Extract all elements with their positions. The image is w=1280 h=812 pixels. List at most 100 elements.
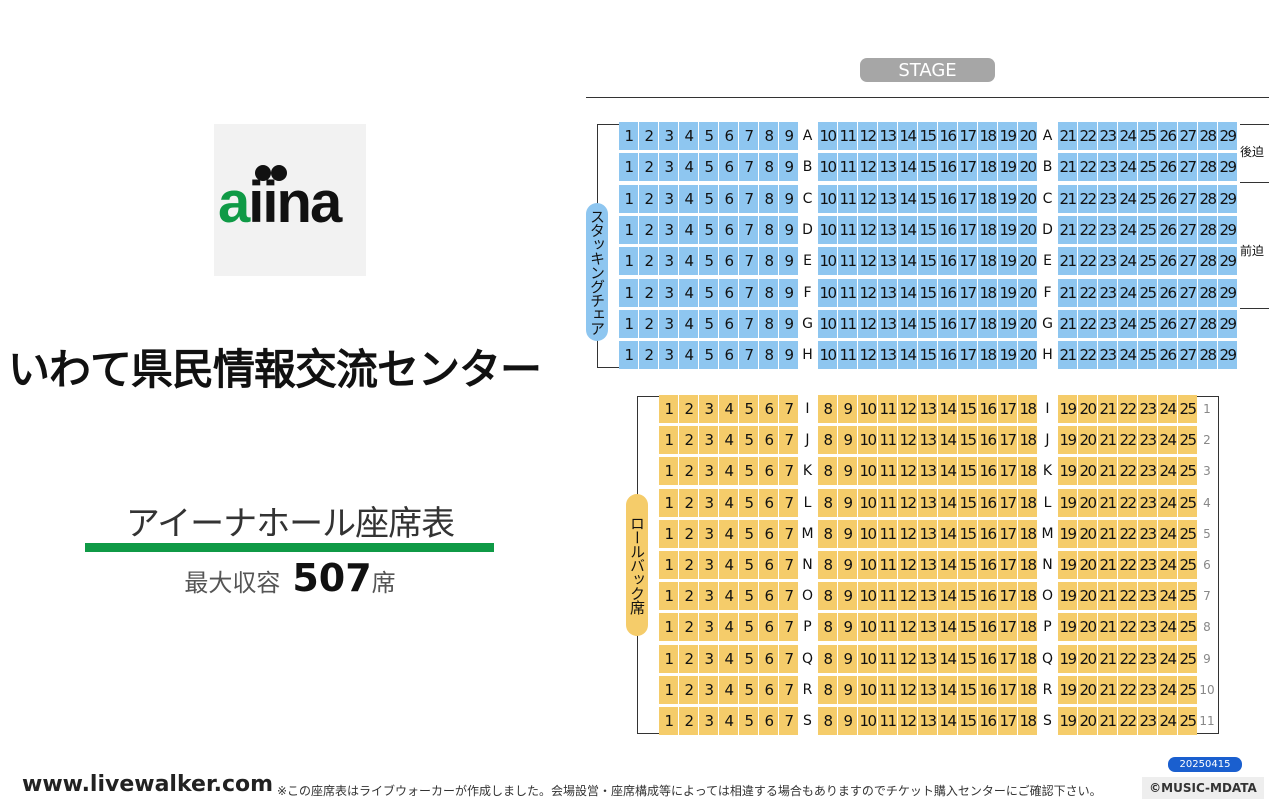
seat[interactable]: 6: [719, 185, 738, 213]
seat[interactable]: 4: [679, 216, 698, 244]
seat[interactable]: 5: [699, 341, 718, 369]
seat[interactable]: 4: [719, 645, 738, 673]
seat[interactable]: 17: [998, 520, 1017, 548]
seat[interactable]: 4: [719, 551, 738, 579]
seat[interactable]: 8: [818, 457, 837, 485]
seat[interactable]: 27: [1178, 216, 1197, 244]
seat[interactable]: 16: [978, 645, 997, 673]
seat[interactable]: 17: [998, 676, 1017, 704]
seat[interactable]: 5: [699, 216, 718, 244]
seat[interactable]: 24: [1158, 707, 1177, 735]
seat[interactable]: 8: [818, 426, 837, 454]
seat[interactable]: 17: [958, 122, 977, 150]
seat[interactable]: 9: [838, 457, 857, 485]
seat[interactable]: 19: [1058, 551, 1077, 579]
seat[interactable]: 21: [1058, 153, 1077, 181]
seat[interactable]: 18: [1018, 676, 1037, 704]
seat[interactable]: 18: [978, 247, 997, 275]
seat[interactable]: 28: [1198, 247, 1217, 275]
seat[interactable]: 25: [1138, 185, 1157, 213]
seat[interactable]: 12: [898, 613, 917, 641]
seat[interactable]: 22: [1078, 310, 1097, 338]
seat[interactable]: 3: [659, 279, 678, 307]
seat[interactable]: 20: [1018, 341, 1037, 369]
seat[interactable]: 20: [1078, 613, 1097, 641]
seat[interactable]: 12: [858, 310, 877, 338]
seat[interactable]: 22: [1078, 216, 1097, 244]
seat[interactable]: 10: [858, 613, 877, 641]
seat[interactable]: 21: [1058, 341, 1077, 369]
seat[interactable]: 18: [978, 153, 997, 181]
seat[interactable]: 25: [1138, 122, 1157, 150]
seat[interactable]: 17: [998, 395, 1017, 423]
seat[interactable]: 9: [838, 645, 857, 673]
seat[interactable]: 21: [1098, 676, 1117, 704]
seat[interactable]: 6: [759, 551, 778, 579]
seat[interactable]: 2: [639, 247, 658, 275]
seat[interactable]: 19: [1058, 457, 1077, 485]
seat[interactable]: 12: [898, 645, 917, 673]
seat[interactable]: 7: [739, 341, 758, 369]
seat[interactable]: 24: [1118, 279, 1137, 307]
seat[interactable]: 20: [1018, 153, 1037, 181]
seat[interactable]: 6: [719, 279, 738, 307]
seat[interactable]: 2: [639, 153, 658, 181]
seat[interactable]: 21: [1098, 457, 1117, 485]
seat[interactable]: 17: [958, 185, 977, 213]
seat[interactable]: 2: [639, 216, 658, 244]
seat[interactable]: 24: [1118, 122, 1137, 150]
seat[interactable]: 3: [659, 310, 678, 338]
seat[interactable]: 8: [759, 216, 778, 244]
seat[interactable]: 24: [1158, 613, 1177, 641]
seat[interactable]: 28: [1198, 122, 1217, 150]
seat[interactable]: 22: [1118, 426, 1137, 454]
seat[interactable]: 10: [858, 489, 877, 517]
seat[interactable]: 24: [1118, 247, 1137, 275]
seat[interactable]: 13: [878, 279, 897, 307]
seat[interactable]: 17: [958, 153, 977, 181]
seat[interactable]: 19: [998, 310, 1017, 338]
seat[interactable]: 2: [679, 551, 698, 579]
seat[interactable]: 16: [978, 489, 997, 517]
seat[interactable]: 21: [1058, 279, 1077, 307]
seat[interactable]: 15: [918, 279, 937, 307]
seat[interactable]: 20: [1078, 676, 1097, 704]
seat[interactable]: 19: [1058, 426, 1077, 454]
seat[interactable]: 9: [779, 185, 798, 213]
seat[interactable]: 18: [1018, 457, 1037, 485]
seat[interactable]: 7: [779, 457, 798, 485]
seat[interactable]: 23: [1098, 310, 1117, 338]
seat[interactable]: 22: [1118, 457, 1137, 485]
seat[interactable]: 24: [1118, 185, 1137, 213]
seat[interactable]: 25: [1178, 457, 1197, 485]
seat[interactable]: 22: [1078, 153, 1097, 181]
seat[interactable]: 5: [739, 426, 758, 454]
seat[interactable]: 5: [699, 279, 718, 307]
seat[interactable]: 6: [759, 457, 778, 485]
seat[interactable]: 16: [938, 341, 957, 369]
seat[interactable]: 23: [1098, 153, 1117, 181]
seat[interactable]: 21: [1098, 551, 1117, 579]
seat[interactable]: 21: [1098, 645, 1117, 673]
seat[interactable]: 2: [679, 676, 698, 704]
seat[interactable]: 17: [958, 216, 977, 244]
seat[interactable]: 28: [1198, 153, 1217, 181]
seat[interactable]: 10: [818, 341, 837, 369]
seat[interactable]: 23: [1098, 122, 1117, 150]
seat[interactable]: 14: [898, 310, 917, 338]
seat[interactable]: 10: [858, 645, 877, 673]
seat[interactable]: 14: [938, 457, 957, 485]
seat[interactable]: 11: [838, 216, 857, 244]
seat[interactable]: 24: [1158, 457, 1177, 485]
seat[interactable]: 12: [858, 247, 877, 275]
seat[interactable]: 18: [978, 341, 997, 369]
seat[interactable]: 4: [679, 247, 698, 275]
seat[interactable]: 26: [1158, 341, 1177, 369]
seat[interactable]: 9: [838, 707, 857, 735]
seat[interactable]: 5: [739, 613, 758, 641]
seat[interactable]: 25: [1178, 707, 1197, 735]
seat[interactable]: 20: [1078, 520, 1097, 548]
seat[interactable]: 3: [699, 613, 718, 641]
seat[interactable]: 17: [998, 489, 1017, 517]
seat[interactable]: 23: [1138, 551, 1157, 579]
